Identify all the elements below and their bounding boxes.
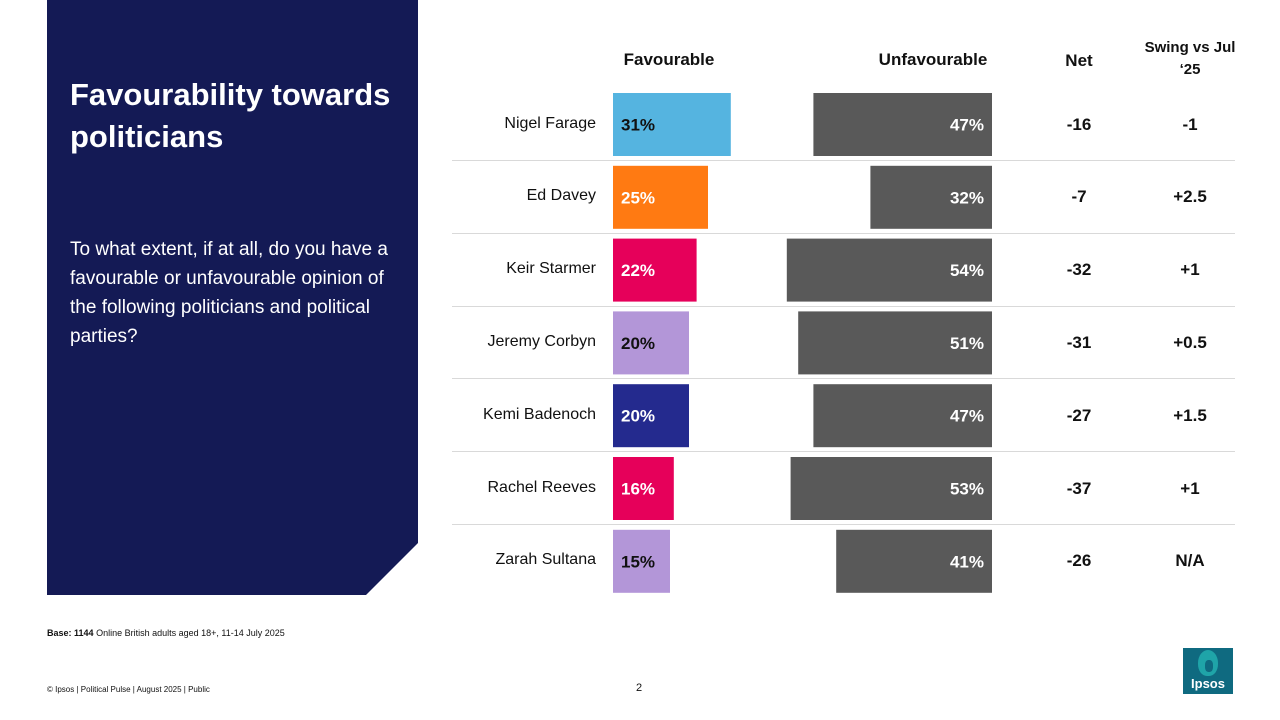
net-value: -37 [1066, 478, 1092, 498]
net-value: -7 [1071, 187, 1087, 207]
slide-title: Favourability towards politicians [70, 77, 391, 154]
header-favourable: Favourable [623, 50, 715, 69]
page-number: 2 [636, 682, 643, 694]
row-divider [452, 160, 1235, 161]
category-label: Ed Davey [526, 187, 596, 205]
row-divider [452, 305, 1235, 307]
swing-value: +2.5 [1173, 187, 1207, 207]
favourable-bar [613, 457, 674, 520]
title-panel: Favourability towards politicians To wha… [47, 0, 418, 595]
header-net: Net [1065, 51, 1093, 70]
base-count: 1144 [74, 628, 94, 638]
unfavourable-label: 47% [950, 116, 984, 135]
header-unfavourable: Unfavourable [878, 50, 988, 69]
swing-value: +0.5 [1173, 332, 1207, 352]
category-label: Keir Starmer [506, 260, 596, 278]
favourable-label: 31% [621, 116, 655, 135]
favourable-bar [613, 529, 670, 593]
unfavourable-bar [798, 311, 992, 375]
footer-text: © Ipsos | Political Pulse | August 2025 … [47, 685, 210, 694]
category-label: Rachel Reeves [487, 478, 597, 496]
unfavourable-label: 47% [950, 407, 984, 426]
unfavourable-bar [786, 238, 992, 302]
category-label: Nigel Farage [504, 114, 596, 132]
unfavourable-bar [813, 384, 992, 448]
unfavourable-label: 53% [950, 480, 984, 499]
unfavourable-label: 41% [950, 552, 984, 571]
swing-value: -1 [1182, 114, 1198, 134]
net-value: -32 [1066, 260, 1092, 280]
swing-value: +1 [1180, 260, 1200, 280]
favourable-bar [613, 384, 689, 448]
favourable-bar [613, 311, 689, 375]
unfavourable-bar [870, 165, 992, 229]
net-value: -31 [1066, 332, 1092, 352]
survey-question: To what extent, if at all, do you have a… [70, 239, 388, 348]
swing-value: +1 [1180, 478, 1200, 498]
ipsos-logo: Ipsos [1183, 648, 1233, 694]
net-value: -26 [1066, 551, 1092, 571]
row-divider [452, 524, 1235, 525]
category-label: Jeremy Corbyn [487, 332, 596, 350]
favourable-label: 25% [621, 188, 655, 207]
net-value: -27 [1066, 405, 1092, 425]
base-note: Base: 1144 Online British adults aged 18… [47, 628, 285, 638]
unfavourable-bar [836, 529, 992, 593]
swing-value: N/A [1175, 551, 1205, 571]
row-divider [452, 378, 1235, 380]
unfavourable-label: 51% [950, 334, 984, 353]
logo-mark-inner [1205, 660, 1213, 672]
unfavourable-label: 32% [950, 188, 984, 207]
favourable-label: 16% [621, 480, 655, 499]
row-divider [452, 232, 1235, 234]
favourable-bar [613, 165, 708, 229]
unfavourable-bar [790, 457, 992, 520]
category-label: Kemi Badenoch [483, 405, 596, 423]
unfavourable-label: 54% [950, 261, 984, 280]
base-text: Online British adults aged 18+, 11-14 Ju… [96, 628, 285, 638]
swing-value: +1.5 [1173, 405, 1207, 425]
unfavourable-bar [813, 93, 992, 156]
logo-text: Ipsos [1191, 676, 1225, 691]
favourable-label: 15% [621, 552, 655, 571]
base-label: Base: [47, 628, 72, 638]
header-swing: Swing vs Jul ‘25 [1144, 39, 1236, 78]
favourable-label: 20% [621, 407, 655, 426]
favourable-bar [613, 238, 697, 302]
net-value: -16 [1066, 114, 1092, 134]
favourable-bar [613, 93, 731, 156]
favourable-label: 20% [621, 334, 655, 353]
category-label: Zarah Sultana [495, 551, 596, 569]
row-divider [452, 451, 1235, 453]
favourable-label: 22% [621, 261, 655, 280]
